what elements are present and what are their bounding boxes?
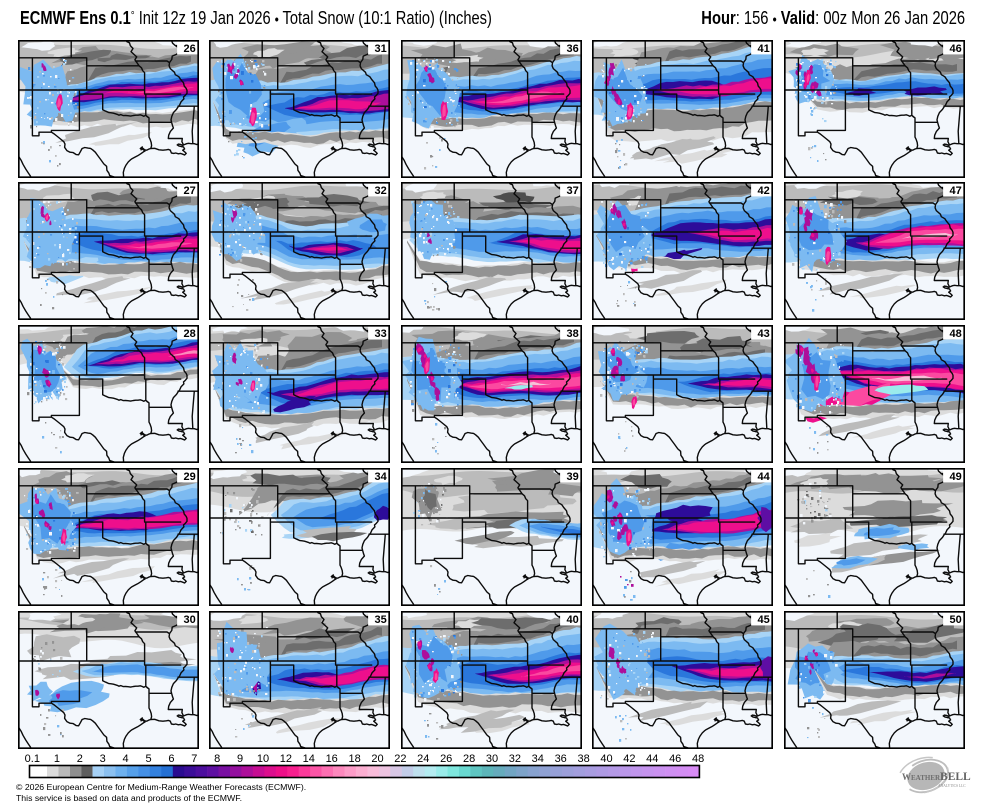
svg-text:6: 6 xyxy=(168,753,174,765)
svg-text:14: 14 xyxy=(303,753,315,765)
svg-text:45: 45 xyxy=(758,614,770,626)
svg-text:20: 20 xyxy=(371,753,383,765)
svg-text:22: 22 xyxy=(394,753,406,765)
svg-text:38: 38 xyxy=(566,328,578,340)
svg-text:18: 18 xyxy=(348,753,360,765)
svg-text:4: 4 xyxy=(123,753,129,765)
svg-text:42: 42 xyxy=(623,753,635,765)
svg-text:36: 36 xyxy=(555,753,567,765)
svg-text:1: 1 xyxy=(54,753,60,765)
svg-text:44: 44 xyxy=(758,471,771,483)
svg-text:35: 35 xyxy=(375,614,387,626)
svg-text:7: 7 xyxy=(191,753,197,765)
svg-text:49: 49 xyxy=(949,471,961,483)
svg-text:24: 24 xyxy=(417,753,429,765)
svg-text:31: 31 xyxy=(375,43,387,55)
svg-text:38: 38 xyxy=(577,753,589,765)
svg-text:40: 40 xyxy=(566,614,578,626)
svg-text:42: 42 xyxy=(758,185,770,197)
svg-text:30: 30 xyxy=(486,753,498,765)
svg-text:34: 34 xyxy=(532,753,544,765)
svg-text:16: 16 xyxy=(326,753,338,765)
svg-text:33: 33 xyxy=(375,328,387,340)
svg-text:34: 34 xyxy=(375,471,388,483)
svg-text:5: 5 xyxy=(145,753,151,765)
svg-text:41: 41 xyxy=(758,43,770,55)
svg-text:12: 12 xyxy=(280,753,292,765)
svg-text:29: 29 xyxy=(184,471,196,483)
svg-text:39: 39 xyxy=(566,471,578,483)
svg-text:ANALYTICS LLC: ANALYTICS LLC xyxy=(938,784,966,788)
svg-text:30: 30 xyxy=(184,614,196,626)
svg-text:32: 32 xyxy=(375,185,387,197)
svg-text:36: 36 xyxy=(566,43,578,55)
svg-text:8: 8 xyxy=(214,753,220,765)
svg-text:10: 10 xyxy=(257,753,269,765)
svg-text:50: 50 xyxy=(949,614,961,626)
svg-text:3: 3 xyxy=(100,753,106,765)
svg-text:28: 28 xyxy=(463,753,475,765)
svg-text:27: 27 xyxy=(184,185,196,197)
svg-text:0.1: 0.1 xyxy=(25,753,40,765)
svg-text:26: 26 xyxy=(184,43,196,55)
svg-text:44: 44 xyxy=(646,753,658,765)
svg-text:WEATHERBELL: WEATHERBELL xyxy=(902,771,971,783)
svg-text:9: 9 xyxy=(237,753,243,765)
svg-text:32: 32 xyxy=(509,753,521,765)
svg-text:26: 26 xyxy=(440,753,452,765)
svg-text:2: 2 xyxy=(77,753,83,765)
svg-text:43: 43 xyxy=(758,328,770,340)
svg-text:46: 46 xyxy=(949,43,961,55)
svg-text:46: 46 xyxy=(669,753,681,765)
svg-text:40: 40 xyxy=(600,753,612,765)
svg-text:48: 48 xyxy=(692,753,704,765)
svg-text:28: 28 xyxy=(184,328,196,340)
svg-text:47: 47 xyxy=(949,185,961,197)
svg-text:37: 37 xyxy=(566,185,578,197)
svg-text:48: 48 xyxy=(949,328,961,340)
